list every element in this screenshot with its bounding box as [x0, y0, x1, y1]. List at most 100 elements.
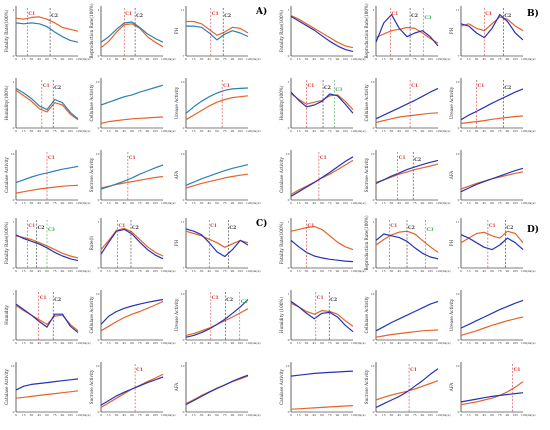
marker-label: C1 [399, 155, 406, 161]
y-tick-label: 1 [288, 220, 290, 224]
x-tick-label: 30 [200, 341, 204, 345]
x-tick-label: 120(days) [161, 129, 175, 133]
marker-label: C1 [119, 223, 126, 229]
x-tick-label: 60 [45, 341, 49, 345]
y-tick-label: 7 [458, 54, 460, 58]
subplot: Humidity(100%)0 15 30 45 60 75 90 105 120(days)0… [279, 78, 365, 133]
marker-label: C1 [489, 223, 496, 229]
marker-label: C1 [410, 367, 417, 373]
x-tick-label: 75 [413, 269, 417, 273]
y-axis-label: PH [449, 27, 454, 34]
x-tick-label: 30 [30, 341, 34, 345]
x-tick-label: 105 [237, 129, 243, 133]
x-tick-label: 75 [138, 269, 142, 273]
x-tick-label: 60 [45, 269, 49, 273]
x-tick-label: 15 [467, 269, 471, 273]
x-tick-label: 60 [320, 201, 324, 205]
series-line [100, 116, 164, 124]
x-tick-label: 15 [192, 129, 196, 133]
x-tick-label: 60 [215, 413, 219, 417]
y-tick-label: 0 [373, 410, 375, 414]
x-tick-label: 90 [506, 413, 510, 417]
x-tick-label: 60 [45, 57, 49, 61]
y-tick-label: 0 [98, 126, 100, 130]
x-tick-label: 45 [312, 129, 316, 133]
y-axis-label: Fatality Rate(100%) [4, 221, 9, 264]
x-tick-label: 15 [297, 413, 301, 417]
x-tick-label: 30 [200, 129, 204, 133]
x-tick-label: 0 [375, 269, 377, 273]
series-line [100, 227, 164, 257]
x-tick-label: 30 [390, 341, 394, 345]
y-tick-label: 11 [181, 8, 185, 12]
x-tick-label: 90 [231, 341, 235, 345]
x-tick-label: 0 [185, 341, 187, 345]
y-tick-label: 10 [11, 152, 15, 156]
x-tick-label: 15 [467, 413, 471, 417]
x-tick-label: 30 [475, 341, 479, 345]
x-tick-label: 0 [290, 57, 292, 61]
x-tick-label: 30 [200, 269, 204, 273]
x-tick-label: 60 [405, 269, 409, 273]
series-line [375, 329, 439, 338]
x-tick-label: 105 [512, 269, 518, 273]
y-axis-label: AFA [449, 170, 454, 181]
x-tick-label: 15 [107, 129, 111, 133]
y-tick-label: 0 [373, 198, 375, 202]
y-tick-label: 0 [288, 126, 290, 130]
x-tick-label: 45 [37, 57, 41, 61]
x-tick-label: 90 [146, 341, 150, 345]
plots-layer: Fatality Rate(100%)0 15 30 45 60 75 90 105 120(d… [4, 3, 535, 417]
y-tick-label: 10 [371, 292, 375, 296]
x-tick-label: 45 [207, 129, 211, 133]
x-tick-label: 105 [67, 201, 73, 205]
marker-label: C1 [390, 223, 397, 229]
series-line [375, 87, 439, 120]
x-tick-label: 120(days) [161, 269, 175, 273]
y-axis-label: Humidity(100%) [4, 85, 9, 120]
x-tick-label: 120(days) [161, 341, 175, 345]
x-tick-label: 0 [460, 129, 462, 133]
marker-label: C2 [504, 85, 511, 91]
x-tick-label: 75 [53, 129, 57, 133]
x-tick-label: 30 [305, 269, 309, 273]
x-tick-label: 90 [506, 201, 510, 205]
x-tick-label: 60 [405, 413, 409, 417]
x-tick-label: 0 [460, 341, 462, 345]
x-tick-label: 0 [15, 413, 17, 417]
x-tick-label: 75 [328, 269, 332, 273]
x-tick-label: 30 [390, 129, 394, 133]
x-tick-label: 75 [328, 129, 332, 133]
x-tick-label: 15 [107, 341, 111, 345]
x-tick-label: 45 [312, 269, 316, 273]
x-tick-label: 15 [192, 57, 196, 61]
y-tick-label: 7 [183, 266, 185, 270]
x-tick-label: 105 [342, 57, 348, 61]
x-tick-label: 120(days) [76, 129, 90, 133]
y-axis-label: Fatality Rate(100%) [4, 9, 9, 52]
series-line [100, 376, 164, 406]
y-tick-label: 0 [13, 410, 15, 414]
y-tick-label: 0 [288, 198, 290, 202]
marker-label: C1 [391, 11, 398, 17]
x-tick-label: 0 [15, 57, 17, 61]
x-tick-label: 30 [305, 413, 309, 417]
x-tick-label: 90 [231, 129, 235, 133]
x-tick-label: 15 [382, 129, 386, 133]
x-tick-label: 15 [467, 57, 471, 61]
x-tick-label: 120(days) [246, 129, 260, 133]
y-axis-label: Reproduction Rate(100%) [364, 215, 369, 271]
x-tick-label: 75 [413, 201, 417, 205]
series-line [460, 381, 524, 406]
series-line [460, 316, 524, 336]
x-tick-label: 90 [421, 57, 425, 61]
y-axis-label: Reproduction Rate(100%) [364, 3, 369, 59]
x-tick-label: 0 [460, 269, 462, 273]
x-tick-label: 105 [152, 341, 158, 345]
marker-label: C1 [28, 223, 35, 229]
series-line [185, 299, 249, 338]
x-tick-label: 75 [223, 269, 227, 273]
